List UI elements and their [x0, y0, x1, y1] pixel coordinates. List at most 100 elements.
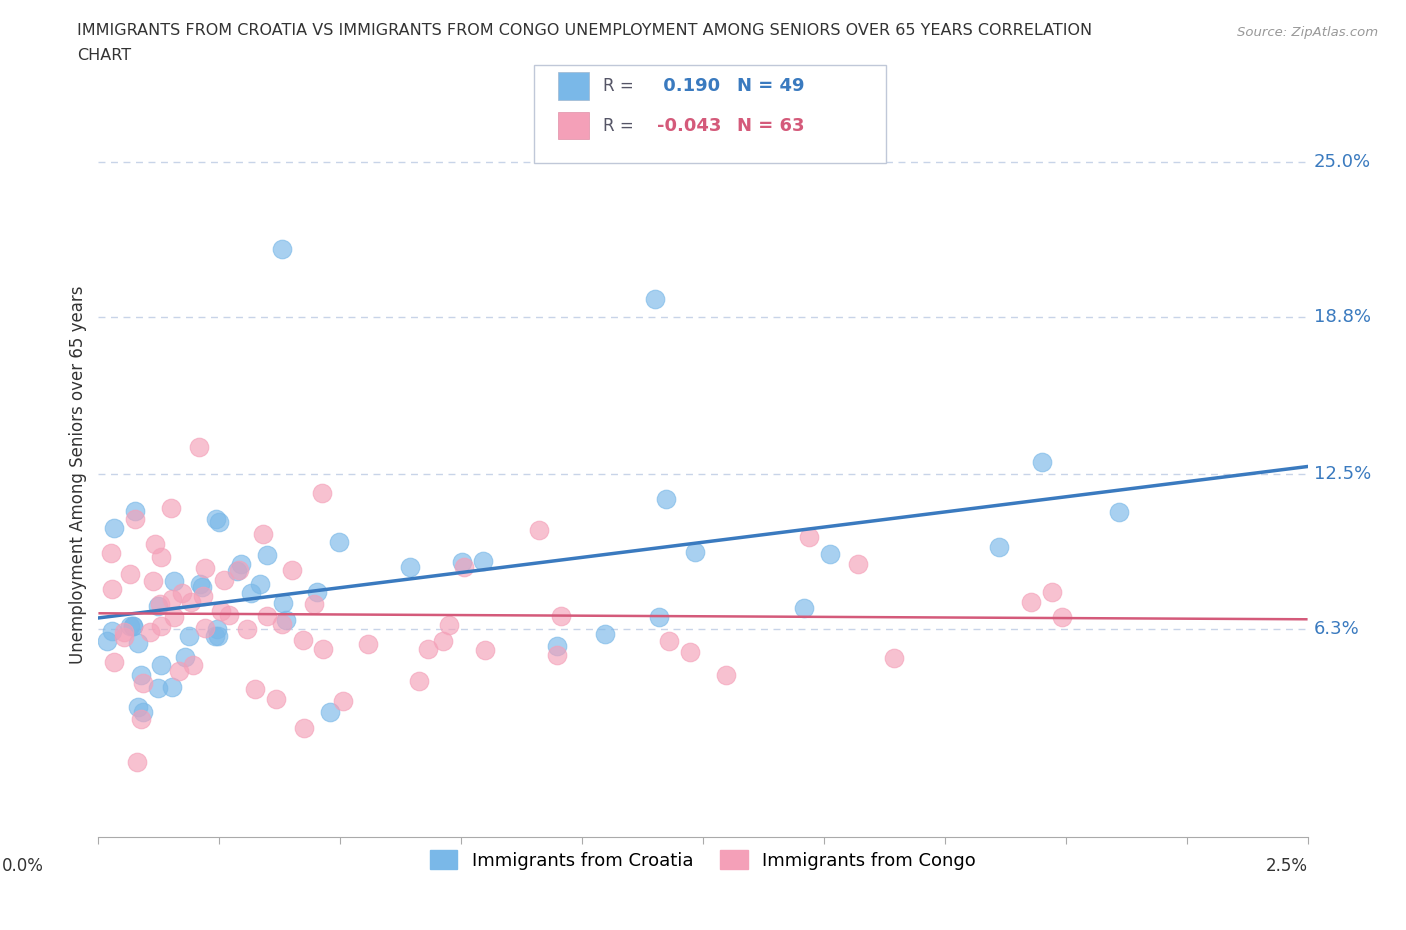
Point: [451, 554, 474, 569]
Point: [193, 589, 215, 604]
Point: [1108, 504, 1130, 519]
Point: [188, 439, 211, 454]
Point: [256, 548, 278, 563]
Point: [546, 639, 568, 654]
Point: [793, 600, 815, 615]
Point: [103, 521, 125, 536]
Point: [1019, 595, 1042, 610]
Point: [132, 676, 155, 691]
Point: [432, 633, 454, 648]
Point: [125, 754, 148, 769]
Point: [332, 694, 354, 709]
Point: [235, 622, 257, 637]
Point: [142, 573, 165, 588]
Point: [398, 560, 420, 575]
Text: -0.043: -0.043: [657, 116, 721, 135]
Point: [214, 572, 236, 587]
Point: [437, 618, 460, 632]
Point: [231, 557, 253, 572]
Point: [988, 539, 1011, 554]
Text: R =: R =: [603, 116, 640, 135]
Point: [302, 596, 325, 611]
Point: [271, 595, 294, 610]
Point: [103, 655, 125, 670]
Point: [356, 636, 378, 651]
Point: [256, 608, 278, 623]
Point: [188, 577, 211, 591]
Point: [679, 644, 702, 659]
Point: [276, 613, 298, 628]
Point: [307, 584, 329, 599]
Point: [1040, 584, 1063, 599]
Point: [318, 705, 340, 720]
Point: [101, 624, 124, 639]
Point: [328, 535, 350, 550]
Point: [112, 630, 135, 644]
Point: [132, 705, 155, 720]
Point: [240, 585, 263, 600]
Point: [644, 292, 666, 307]
Point: [149, 618, 172, 633]
Point: [654, 491, 676, 506]
Point: [225, 564, 247, 578]
Text: R =: R =: [603, 76, 640, 95]
Point: [149, 658, 172, 672]
Point: [139, 625, 162, 640]
Point: [172, 586, 194, 601]
Point: [1031, 455, 1053, 470]
Text: 25.0%: 25.0%: [1313, 153, 1371, 170]
Point: [292, 632, 315, 647]
Text: N = 63: N = 63: [737, 116, 804, 135]
Point: [658, 634, 681, 649]
Point: [148, 599, 170, 614]
Point: [118, 618, 141, 633]
Point: [593, 626, 616, 641]
Point: [143, 537, 166, 551]
Point: [173, 649, 195, 664]
Point: [121, 618, 143, 633]
Point: [266, 692, 288, 707]
Point: [416, 642, 439, 657]
Text: IMMIGRANTS FROM CROATIA VS IMMIGRANTS FROM CONGO UNEMPLOYMENT AMONG SENIORS OVER: IMMIGRANTS FROM CROATIA VS IMMIGRANTS FR…: [77, 23, 1092, 38]
Point: [312, 642, 335, 657]
Point: [208, 514, 231, 529]
Text: 0.190: 0.190: [657, 76, 720, 95]
Point: [797, 529, 820, 544]
Point: [453, 559, 475, 574]
Point: [121, 618, 143, 633]
Point: [163, 573, 186, 588]
Point: [191, 580, 214, 595]
Point: [124, 503, 146, 518]
Legend: Immigrants from Croatia, Immigrants from Congo: Immigrants from Croatia, Immigrants from…: [422, 842, 984, 879]
Point: [685, 545, 707, 560]
Y-axis label: Unemployment Among Seniors over 65 years: Unemployment Among Seniors over 65 years: [69, 286, 87, 663]
Point: [529, 523, 551, 538]
Point: [228, 563, 250, 578]
Point: [149, 596, 172, 611]
Point: [245, 682, 267, 697]
Point: [207, 629, 229, 644]
Point: [127, 699, 149, 714]
Point: [96, 634, 118, 649]
Point: [648, 609, 671, 624]
Point: [252, 526, 274, 541]
Point: [129, 711, 152, 726]
Text: CHART: CHART: [77, 48, 131, 63]
Point: [180, 594, 202, 609]
Text: 0.0%: 0.0%: [1, 857, 44, 875]
Point: [550, 608, 572, 623]
Point: [292, 721, 315, 736]
Point: [882, 650, 904, 665]
Point: [280, 563, 302, 578]
Point: [204, 629, 226, 644]
Point: [101, 581, 124, 596]
Point: [160, 500, 183, 515]
Point: [408, 673, 430, 688]
Point: [194, 620, 217, 635]
Point: [162, 679, 184, 694]
Point: [179, 629, 201, 644]
Text: Source: ZipAtlas.com: Source: ZipAtlas.com: [1237, 26, 1378, 39]
Point: [218, 607, 240, 622]
Point: [249, 577, 271, 591]
Point: [112, 624, 135, 639]
